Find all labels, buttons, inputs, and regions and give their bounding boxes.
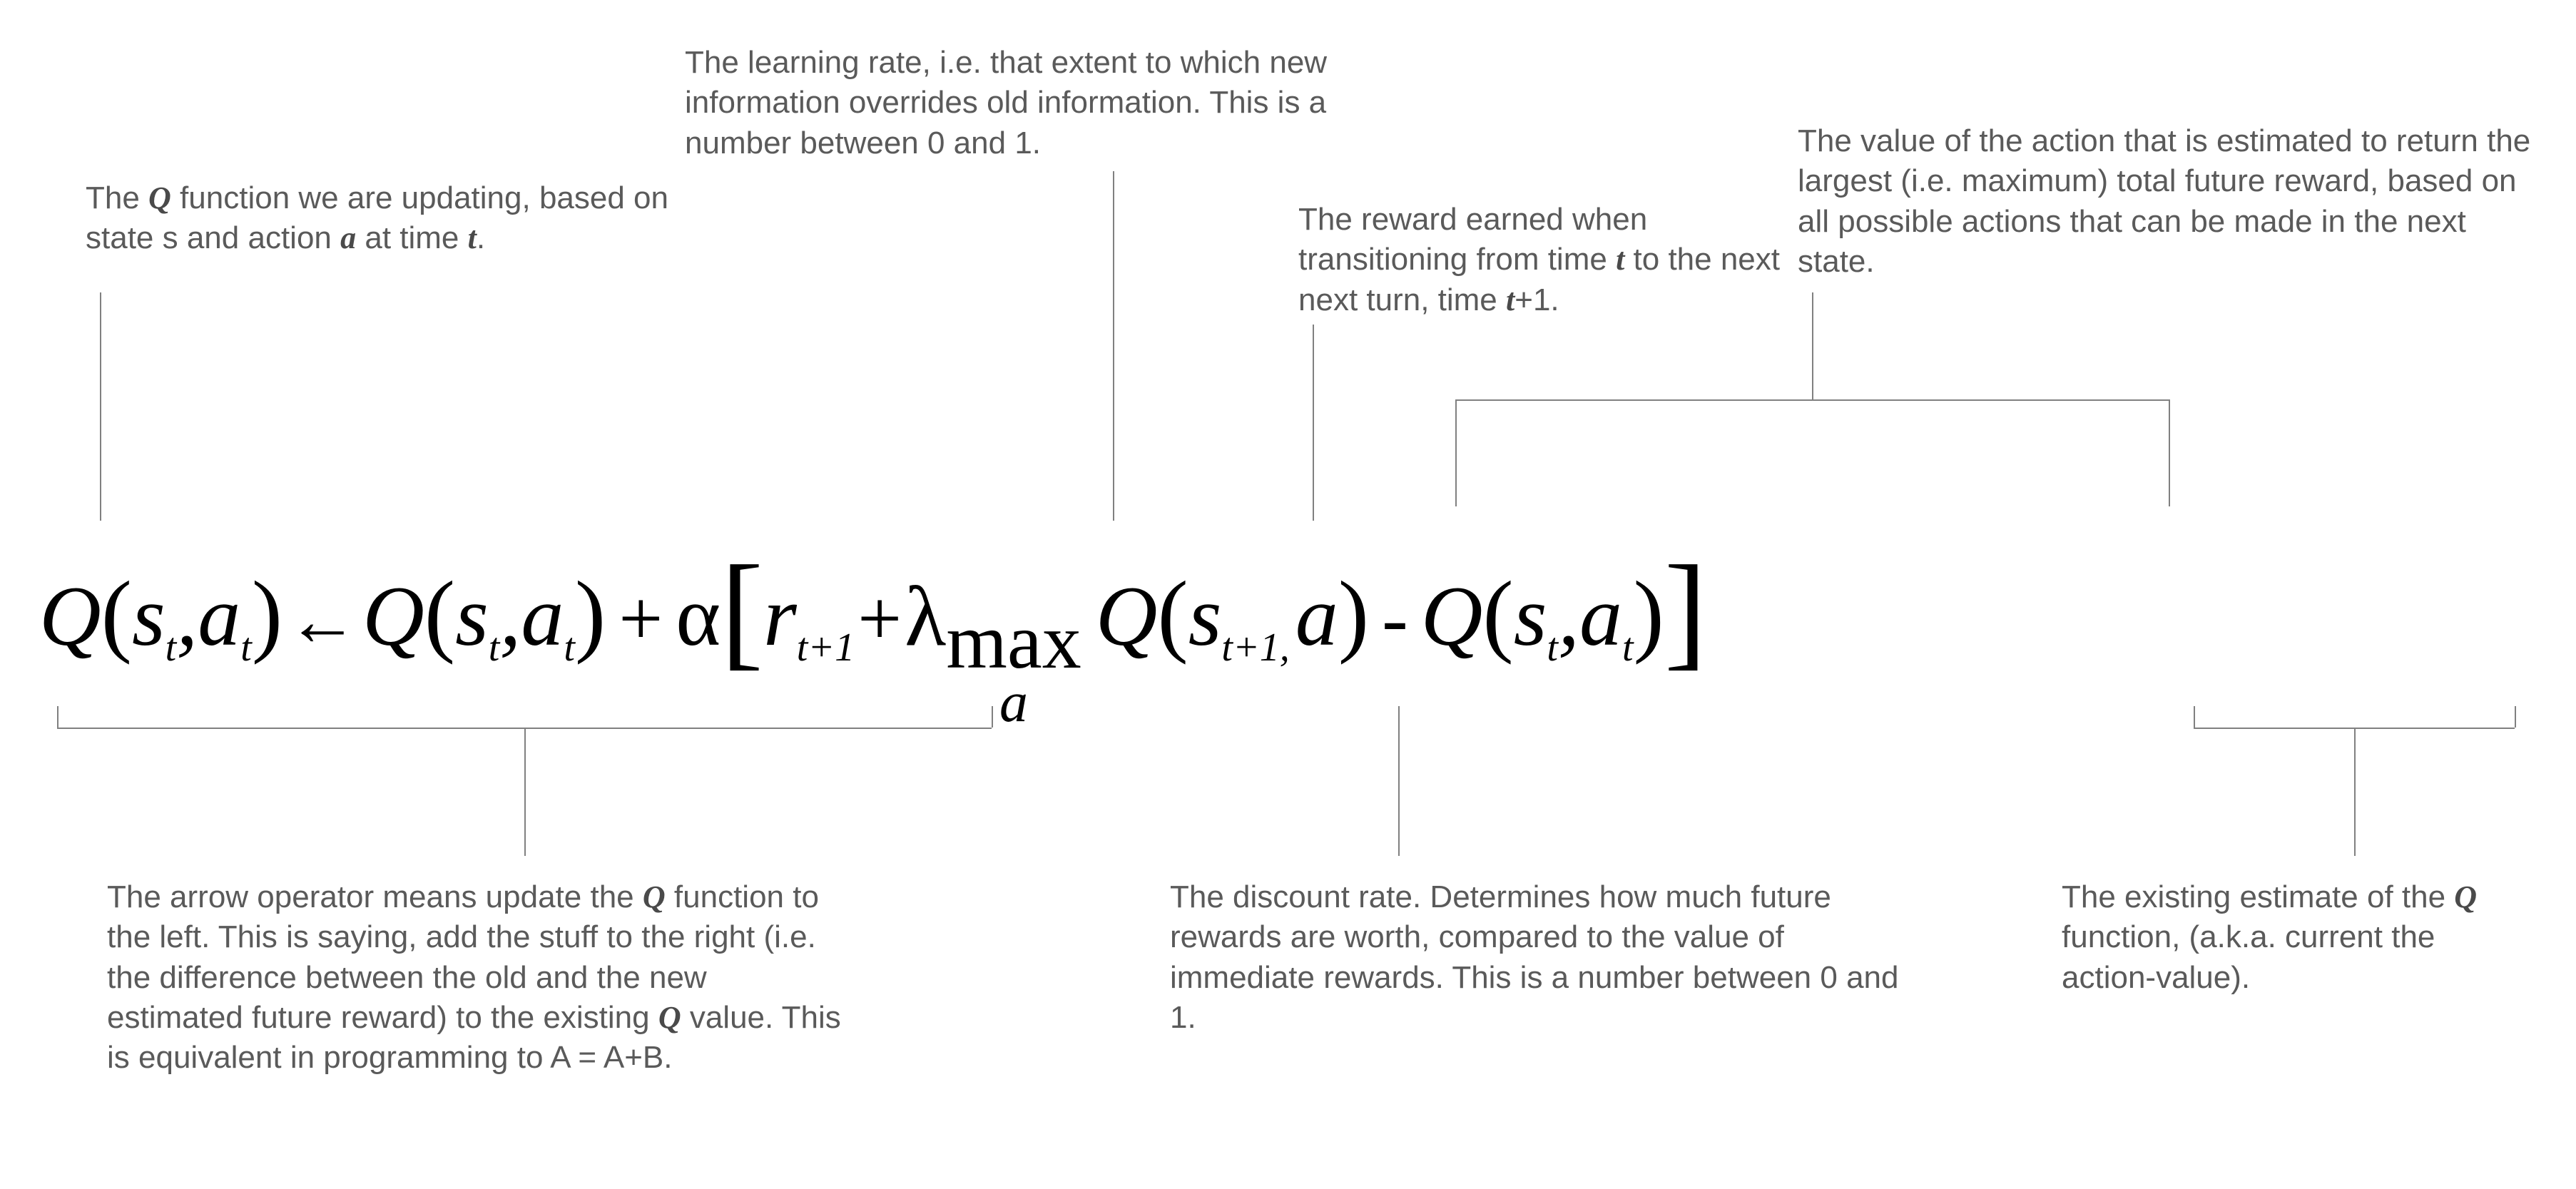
eq-s: s [455, 567, 489, 665]
connector-arrow-main [524, 728, 526, 856]
eq-paren: ) [575, 561, 606, 668]
eq-paren: ) [252, 561, 282, 668]
eq-Q-lhs: Q [39, 567, 101, 665]
bold-Q: Q [658, 1000, 681, 1035]
eq-sub-t: t [489, 625, 500, 670]
eq-minus: - [1369, 573, 1421, 664]
bold-a: a [340, 220, 356, 255]
bold-Q: Q [148, 180, 171, 215]
eq-paren: ) [1338, 561, 1369, 668]
text: The arrow operator means update the [107, 879, 643, 914]
eq-plus: + [606, 573, 676, 664]
annotation-existing-estimate: The existing estimate of the Q function,… [2062, 877, 2532, 998]
eq-sub-t: t [240, 625, 252, 670]
bold-Q: Q [2454, 879, 2477, 914]
eq-s: s [1188, 567, 1222, 665]
eq-sub-t1: t+1 [797, 625, 855, 670]
connector-max-future-h [1455, 399, 2169, 401]
eq-paren: ) [1634, 561, 1664, 668]
text: The existing estimate of the [2062, 879, 2454, 914]
eq-Q-rhs1: Q [362, 567, 424, 665]
eq-r: r [763, 567, 797, 665]
eq-plus: + [855, 573, 905, 664]
eq-Q-max: Q [1096, 567, 1158, 665]
connector-learning-rate [1113, 171, 1114, 521]
connector-max-future-left [1455, 399, 1457, 506]
eq-sub-t: t [564, 625, 575, 670]
eq-paren: ( [1157, 561, 1188, 668]
bold-t: t [468, 220, 477, 255]
eq-comma: , [1558, 567, 1579, 665]
eq-max-sub: a [999, 677, 1028, 728]
connector-max-future-main [1812, 292, 1813, 399]
annotation-reward: The reward earned when transitioning fro… [1298, 200, 1812, 320]
eq-s: s [1514, 567, 1547, 665]
annotation-arrow-operator: The arrow operator means update the Q fu… [107, 877, 849, 1078]
eq-a: a [1579, 567, 1622, 665]
eq-sub-t: t [166, 625, 177, 670]
eq-a: a [521, 567, 564, 665]
eq-arrow: ← [282, 580, 362, 662]
connector-existing-left [2194, 706, 2195, 728]
eq-paren: ( [101, 561, 132, 668]
connector-existing-right [2515, 706, 2516, 728]
text: The [86, 180, 148, 215]
eq-lambda: λ [905, 567, 946, 665]
eq-sub-t: t [1622, 625, 1634, 670]
annotation-q-function: The Q function we are updating, based on… [86, 178, 742, 259]
connector-existing-main [2354, 728, 2356, 856]
connector-q-function [100, 292, 101, 521]
eq-sub-t: t [1547, 625, 1558, 670]
eq-lbracket: [ [721, 536, 763, 684]
connector-arrow-left [57, 706, 58, 728]
bold-t: t [1616, 242, 1624, 277]
eq-a: a [1295, 567, 1338, 665]
eq-paren: ( [1482, 561, 1513, 668]
text: The reward earned when transitioning fro… [1298, 202, 1647, 277]
eq-a: a [198, 567, 240, 665]
connector-reward [1313, 325, 1314, 521]
eq-sub-t1: t+1, [1221, 625, 1289, 670]
eq-s: s [132, 567, 166, 665]
q-learning-equation: Q ( st , at ) ← Q ( st , at ) + α [ rt+1… [39, 528, 1707, 705]
eq-comma: , [499, 567, 521, 665]
eq-Q-old: Q [1421, 567, 1483, 665]
eq-alpha: α [676, 567, 721, 665]
text: +1. [1514, 282, 1559, 317]
text: at time [356, 220, 468, 255]
eq-max: max a [946, 606, 1081, 728]
text: . [477, 220, 485, 255]
annotation-learning-rate: The learning rate, i.e. that extent to w… [685, 43, 1412, 163]
eq-max-text: max [946, 606, 1081, 677]
text: function, (a.k.a. current the action-val… [2062, 919, 2435, 994]
bold-t: t [1506, 282, 1514, 317]
eq-paren: ( [424, 561, 455, 668]
eq-rbracket: ] [1664, 536, 1707, 684]
bold-Q: Q [643, 879, 666, 914]
connector-discount [1398, 706, 1400, 856]
eq-comma: , [176, 567, 198, 665]
annotation-max-future: The value of the action that is estimate… [1798, 121, 2540, 282]
annotation-discount-rate: The discount rate. Determines how much f… [1170, 877, 1919, 1038]
connector-max-future-right [2169, 399, 2170, 506]
